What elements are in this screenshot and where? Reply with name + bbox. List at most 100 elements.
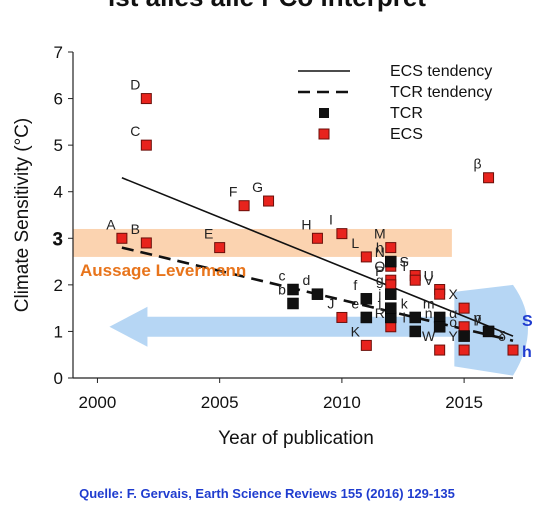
x-tick-label: 2000 <box>79 393 117 412</box>
tcr-point <box>287 283 299 296</box>
tcr-point-label: f <box>353 277 357 293</box>
chart-title-fragment: ist alles alle r Co interpret <box>108 0 426 12</box>
ecs-point-label: Y <box>448 328 458 344</box>
x-tick-label: 2010 <box>323 393 361 412</box>
ecs-point-label: V <box>424 272 434 288</box>
band-tick-label: 3 <box>52 229 63 250</box>
tcr-point-label: o <box>449 314 457 330</box>
ecs-point-label: U <box>424 268 434 284</box>
ecs-point <box>238 200 250 212</box>
ecs-point <box>116 232 128 244</box>
tcr-point-label: c <box>279 268 286 284</box>
tcr-point-label: n <box>425 305 433 321</box>
tcr-point-label: h <box>376 240 384 256</box>
tcr-point <box>433 321 446 333</box>
ecs-point <box>385 242 397 254</box>
legend-label: ECS <box>390 126 423 143</box>
ecs-point-label: P <box>375 263 384 279</box>
tcr-point-label: m <box>423 295 435 311</box>
ecs-point-label: T <box>400 258 409 274</box>
ecs-point-label: α <box>449 305 457 321</box>
tcr-point-label: i <box>378 295 381 311</box>
tcr-point-label: l <box>403 309 406 325</box>
tcr-point <box>360 293 373 305</box>
x-tick-label: 2015 <box>445 393 483 412</box>
tcr-point-label: g <box>376 272 384 288</box>
ecs-point-label: L <box>351 235 359 251</box>
tcr-point <box>287 297 299 310</box>
tcr-point-label: b <box>278 281 286 297</box>
ecs-point <box>483 172 495 184</box>
arrow-side-label: h <box>522 344 532 361</box>
tcr-point <box>482 325 495 338</box>
trend-arrow <box>109 284 528 376</box>
ecs-point <box>385 321 397 333</box>
tcr-point-label: d <box>303 272 311 288</box>
tcr-point <box>409 325 421 338</box>
y-tick-label: 5 <box>54 136 63 155</box>
tcr-point-label: j <box>377 286 381 302</box>
ecs-point-label: F <box>229 184 238 200</box>
ecs-point-label: M <box>374 226 386 242</box>
ecs-point <box>385 279 397 291</box>
tcr-point-label: p <box>474 309 482 325</box>
ecs-point <box>434 288 446 300</box>
legend-swatch-ecs <box>318 128 330 140</box>
tcr-point-label: k <box>401 295 409 311</box>
legend-swatch-tcr <box>319 108 329 118</box>
tcr-point <box>409 311 421 324</box>
ecs-point <box>140 139 152 151</box>
ecs-point-label: G <box>252 179 263 195</box>
ecs-point-label: E <box>204 226 213 242</box>
ecs-tendency-line <box>121 177 514 337</box>
legend-label: ECS tendency <box>390 63 492 80</box>
ecs-point-label: C <box>130 123 140 139</box>
y-tick-label: 2 <box>54 276 63 295</box>
x-axis-title: Year of publication <box>218 428 374 449</box>
source-citation-text: Quelle: F. Gervais, Earth Science Review… <box>79 486 455 501</box>
tcr-point-label: e <box>351 295 359 311</box>
ecs-point <box>336 228 348 240</box>
ecs-point-label: I <box>329 212 333 228</box>
arrow-side-label: S <box>522 313 533 330</box>
ecs-point-label: O <box>374 258 385 274</box>
y-tick-label: 0 <box>54 369 63 388</box>
ecs-point-label: δ <box>498 328 506 344</box>
ecs-point-label: J <box>327 295 334 311</box>
y-tick-label: 7 <box>54 43 63 62</box>
ecs-point-label: γ <box>474 309 481 325</box>
ecs-point <box>360 339 372 351</box>
ecs-point-label: X <box>448 286 458 302</box>
ecs-point-label: β <box>474 156 482 172</box>
ecs-point <box>458 344 470 356</box>
ecs-point-label: K <box>351 323 361 339</box>
ecs-point <box>360 251 372 263</box>
ecs-point-label: A <box>106 216 116 232</box>
band-label: Aussage Levermann <box>80 261 246 280</box>
y-axis-title: Climate Sensitivity (°C) <box>12 118 33 312</box>
ecs-point-label: S <box>400 254 409 270</box>
ecs-point-label: B <box>131 221 140 237</box>
y-tick-label: 3 <box>54 229 63 248</box>
ecs-point <box>409 274 421 286</box>
ecs-point-label: D <box>130 77 140 93</box>
tcr-point <box>385 302 397 314</box>
tcr-point <box>360 311 373 324</box>
ecs-point <box>311 232 323 244</box>
tcr-point <box>385 255 397 268</box>
ecs-point <box>140 237 152 249</box>
ecs-point-label: H <box>301 216 311 232</box>
ecs-point <box>458 302 470 314</box>
ecs-point-label: W <box>422 328 436 344</box>
ecs-point-label: N <box>375 244 385 260</box>
ecs-point <box>214 242 226 254</box>
ecs-point <box>434 344 446 356</box>
legend-label: TCR <box>390 105 423 122</box>
tcr-point <box>458 330 470 342</box>
tcr-point <box>311 288 324 300</box>
y-tick-label: 6 <box>54 90 63 109</box>
ecs-point <box>458 321 470 333</box>
legend-label: TCR tendency <box>390 84 492 101</box>
